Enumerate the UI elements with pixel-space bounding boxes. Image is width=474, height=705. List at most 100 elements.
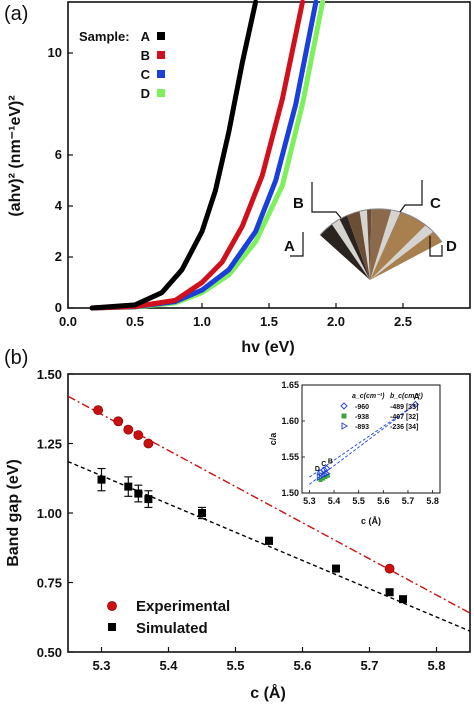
- inset-legend-b-value: -489 [33]: [390, 404, 418, 411]
- inset-square-point: [325, 473, 330, 478]
- panel-b-legend: Experimental Simulated: [107, 598, 230, 637]
- series-line-D: [89, 0, 326, 311]
- legend-label-B: B: [141, 48, 150, 63]
- inset-x-tick-label: 5.6: [377, 496, 390, 506]
- inset-y-tick-label: 1.60: [281, 416, 299, 426]
- panel-b-xlabel: c (Å): [250, 683, 286, 702]
- simulated-point: [265, 536, 273, 545]
- sample-a-pointer: [290, 232, 304, 257]
- inset-legend-b-value: -407 [32]: [390, 414, 418, 421]
- series-line-B: [89, 0, 305, 311]
- panel-a-ylabel: (ahv)² (nm⁻¹eV)²: [7, 95, 24, 216]
- inset-xlabel: c (Å): [361, 516, 381, 526]
- sample-photo: B C A D: [284, 180, 457, 280]
- simulated-point: [385, 588, 394, 597]
- simulated-point: [124, 482, 133, 491]
- panel-b-points: [93, 405, 407, 604]
- x-tick-label: 5.6: [293, 658, 311, 673]
- inset-square-point: [323, 475, 328, 480]
- inset-legend-marker-triangle: [341, 422, 348, 430]
- inset-legend-a-value: -938: [355, 414, 369, 421]
- legend-swatch-B: [157, 51, 165, 59]
- inset-x-tick-label: 5.8: [426, 496, 439, 506]
- panel-b-ticks: 5.3 5.4 5.5 5.6 5.7 5.8 0.50 0.75 1.00 1.25 1.50: [37, 367, 446, 673]
- inset-legend-header-a: a_c(cm⁻¹): [352, 393, 385, 400]
- panel-a-label: (a): [4, 3, 28, 25]
- inset-square-point: [320, 476, 325, 481]
- inset-y-tick-label: 1.55: [281, 452, 299, 462]
- experimental-point: [123, 424, 134, 435]
- x-tick-label: 2.0: [327, 314, 345, 329]
- legend-label-A: A: [141, 29, 151, 44]
- panel-b-label: (b): [4, 347, 28, 369]
- panel-a: (a) 0.0 0.5 1.0 1.5 2.0 2.5 0 2 4 6 10 hv (eV) (ah…: [4, 0, 471, 356]
- x-tick-label: 5.5: [226, 658, 244, 673]
- series-line-A: [89, 0, 259, 311]
- inset-x-tick-label: 5.7: [402, 496, 415, 506]
- inset-fit-line: [309, 404, 416, 478]
- inset-legend-b-value: -236 [34]: [390, 424, 418, 431]
- x-tick-label: 5.7: [360, 658, 378, 673]
- inset-legend-a-value: -960: [355, 404, 369, 411]
- x-tick-label: 0.5: [126, 314, 144, 329]
- inset-diamond-point: [411, 400, 419, 409]
- legend-marker-simulated: [108, 623, 116, 631]
- y-tick-label: 1.25: [37, 437, 62, 452]
- legend-label-experimental: Experimental: [136, 598, 230, 615]
- inset-legend: a_c(cm⁻¹) b_c(cm⁻¹) -960 -489 [33] -938 -407 …: [340, 393, 424, 431]
- inset-point-label-c: C: [321, 461, 326, 468]
- panel-a-xlabel: hv (eV): [241, 339, 294, 356]
- panel-a-lines: [89, 0, 326, 311]
- inset-point-label-d: D: [315, 466, 320, 473]
- x-tick-label: 5.8: [427, 658, 445, 673]
- y-tick-label: 0.75: [37, 576, 62, 591]
- inset-legend-header-b: b_c(cm⁻¹): [390, 393, 424, 400]
- sample-b-piece: [338, 208, 372, 280]
- inset-ticks: 5.3 5.4 5.5 5.6 5.7 5.8 1.50 1.55 1.60 1.65: [281, 380, 438, 506]
- inset-legend-marker-diamond: [340, 402, 348, 410]
- legend-label-D: D: [141, 86, 150, 101]
- sample-b-pointer: [311, 182, 342, 219]
- y-tick-label: 0: [55, 300, 62, 315]
- photo-label-d: D: [446, 238, 457, 255]
- sample-c-pointer: [399, 180, 423, 213]
- simulated-point: [332, 564, 340, 573]
- photo-label-b: B: [293, 195, 304, 212]
- inset-triangle-point: [324, 469, 331, 478]
- x-tick-label: 1.0: [193, 314, 211, 329]
- inset-points: A BCD: [315, 391, 420, 483]
- x-tick-label: 2.5: [394, 314, 412, 329]
- simulated-point: [134, 489, 143, 498]
- inset-legend-a-value: -893: [355, 424, 369, 431]
- sample-a-piece: [320, 208, 370, 280]
- experimental-point: [384, 563, 395, 574]
- inset-point-label-b: B: [328, 459, 333, 466]
- inset-y-tick-label: 1.50: [281, 488, 299, 498]
- simulated-point: [97, 475, 106, 484]
- inset-point-label-a: A: [413, 391, 420, 401]
- y-tick-label: 2: [55, 249, 62, 264]
- x-tick-label: 0.0: [59, 314, 77, 329]
- inset-legend-marker-square: [341, 413, 347, 419]
- x-tick-label: 5.3: [92, 658, 110, 673]
- photo-label-c: C: [430, 195, 441, 212]
- y-tick-label: 1.50: [37, 367, 62, 382]
- simulated-point: [399, 595, 407, 604]
- inset-x-tick-label: 5.3: [303, 496, 316, 506]
- experimental-point: [143, 438, 154, 449]
- x-tick-label: 1.5: [260, 314, 278, 329]
- legend-marker-experimental: [107, 601, 117, 611]
- photo-label-a: A: [284, 238, 295, 255]
- y-tick-label: 0.50: [37, 645, 62, 660]
- legend-label-simulated: Simulated: [136, 620, 208, 637]
- inset-y-tick-label: 1.65: [281, 380, 299, 390]
- inset-x-tick-label: 5.4: [328, 496, 341, 506]
- legend-swatch-C: [157, 70, 165, 78]
- legend-swatch-D: [157, 89, 165, 97]
- y-tick-label: 10: [48, 45, 62, 60]
- x-tick-label: 5.4: [159, 658, 178, 673]
- panel-a-ticks: 0.0 0.5 1.0 1.5 2.0 2.5 0 2 4 6 10: [48, 45, 413, 329]
- inset-square-point: [318, 478, 323, 483]
